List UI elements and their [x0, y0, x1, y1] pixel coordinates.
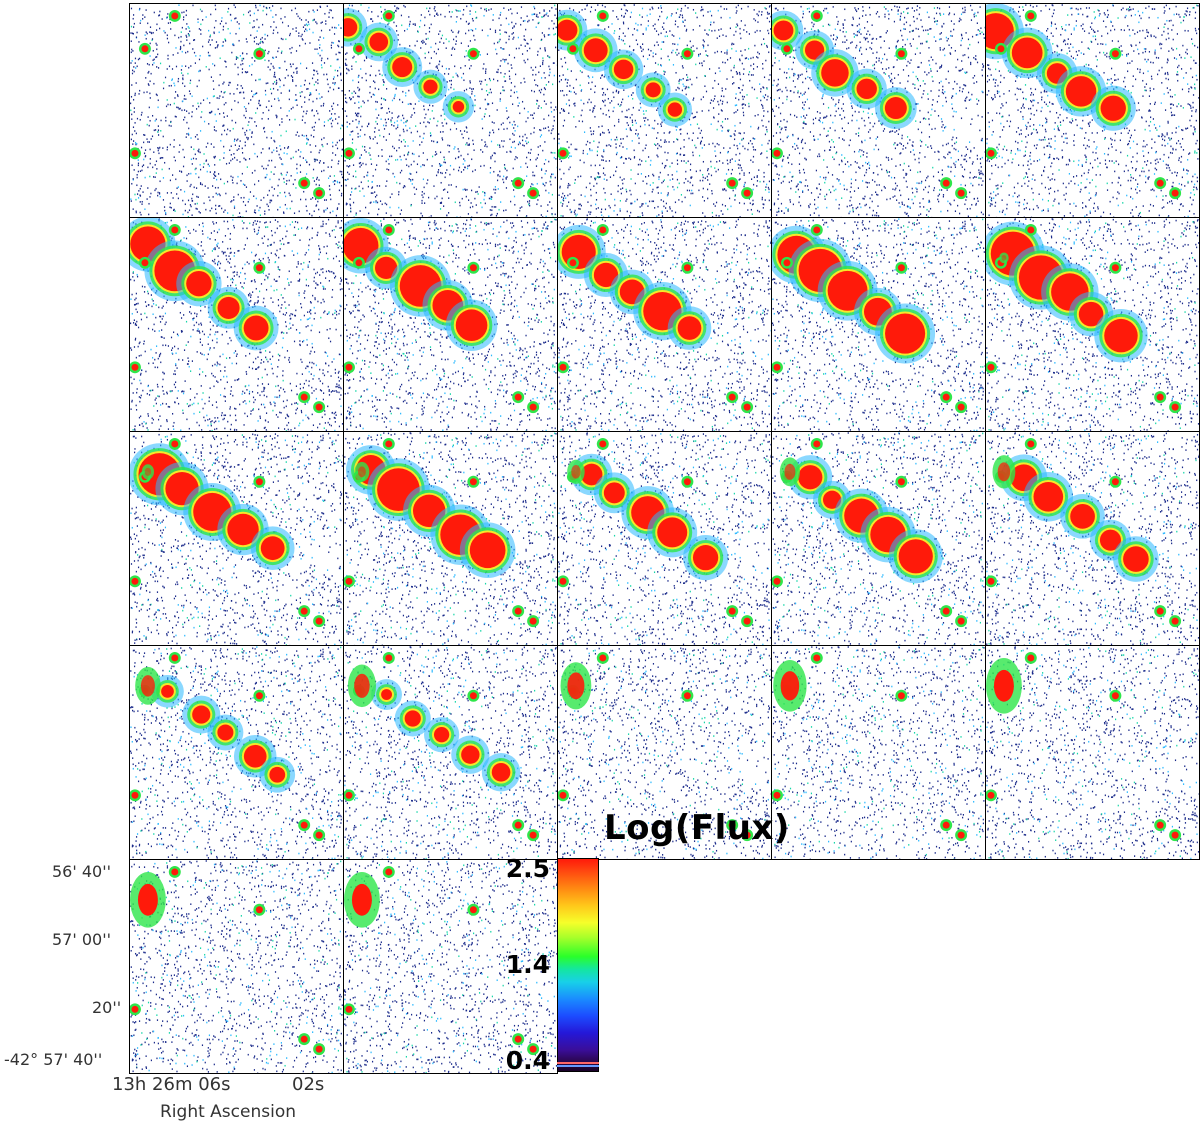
channel-image — [130, 4, 343, 217]
ra-tick-1: 13h 26m 06s — [112, 1074, 230, 1095]
channel-panel — [343, 431, 558, 646]
channel-image — [772, 646, 985, 859]
channel-panel — [771, 217, 986, 432]
colorbar-tick-min: 0.4 — [500, 1046, 550, 1075]
channel-image — [986, 218, 1199, 431]
channel-panel — [985, 217, 1200, 432]
channel-panel — [129, 217, 344, 432]
channel-image — [558, 4, 771, 217]
channel-image — [986, 646, 1199, 859]
channel-panel — [557, 217, 772, 432]
colorbar-stripe — [557, 1062, 599, 1064]
colorbar-stripe — [557, 1065, 599, 1067]
channel-panel — [343, 645, 558, 860]
channel-panel — [129, 859, 344, 1074]
channel-image — [130, 218, 343, 431]
channel-panel — [771, 645, 986, 860]
channel-panel — [771, 431, 986, 646]
channel-image — [772, 4, 985, 217]
channel-panel — [557, 645, 772, 860]
channel-panel — [129, 3, 344, 218]
channel-image — [344, 860, 557, 1073]
channel-panel — [557, 431, 772, 646]
channel-panel — [771, 3, 986, 218]
channel-panel — [985, 3, 1200, 218]
channel-image — [772, 432, 985, 645]
x-axis-label: Right Ascension — [160, 1102, 296, 1122]
channel-image — [558, 218, 771, 431]
channel-image — [130, 432, 343, 645]
colorbar-title: Log(Flux) — [604, 808, 790, 848]
channel-panel — [557, 3, 772, 218]
channel-image — [558, 646, 771, 859]
dec-tick-3: 20'' — [92, 998, 121, 1017]
channel-image — [772, 218, 985, 431]
ra-tick-2: 02s — [292, 1074, 324, 1095]
channel-panel — [343, 859, 558, 1074]
channel-image — [558, 432, 771, 645]
channel-image — [130, 860, 343, 1073]
channel-image — [986, 432, 1199, 645]
channel-panel — [985, 431, 1200, 646]
colorbar-tick-max: 2.5 — [500, 854, 550, 883]
dec-tick-4: -42° 57' 40'' — [4, 1050, 102, 1069]
channel-image — [986, 4, 1199, 217]
channel-image — [344, 218, 557, 431]
channel-image — [130, 646, 343, 859]
dec-tick-1: 56' 40'' — [52, 862, 111, 881]
channel-panel — [343, 217, 558, 432]
colorbar — [557, 858, 599, 1072]
channel-panel — [343, 3, 558, 218]
channel-panel — [985, 645, 1200, 860]
channel-panel — [129, 431, 344, 646]
channel-panel — [129, 645, 344, 860]
channel-image — [344, 646, 557, 859]
channel-image — [344, 432, 557, 645]
colorbar-tick-mid: 1.4 — [500, 950, 550, 979]
channel-image — [344, 4, 557, 217]
dec-tick-2: 57' 00'' — [52, 930, 111, 949]
